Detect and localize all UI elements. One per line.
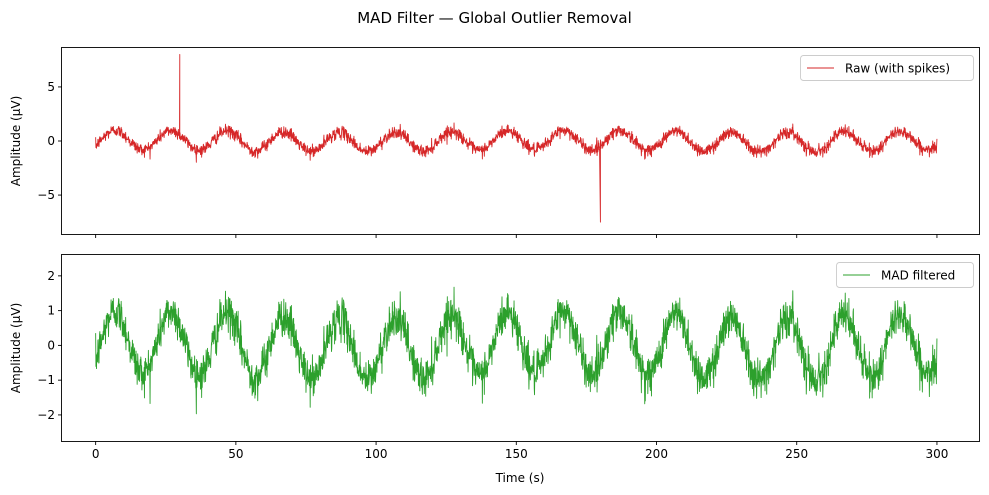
filtered-signal-xtick-label: 150 bbox=[505, 447, 528, 461]
filtered-signal-xtick-label: 0 bbox=[92, 447, 100, 461]
raw-signal-ytick-label: 0 bbox=[47, 134, 55, 148]
raw-signal-plot-area bbox=[95, 54, 938, 223]
filtered-signal-legend: MAD filtered bbox=[836, 262, 974, 288]
filtered-signal-ytick-label: −2 bbox=[37, 408, 55, 422]
filtered-signal-ytick-label: 1 bbox=[47, 304, 55, 318]
filtered-signal-panel: 0 50 100 150 200 250 300 −2 −1 0 1 2 Amplitude (µV)… bbox=[9, 254, 980, 485]
raw-signal-legend-box bbox=[800, 55, 974, 81]
raw-signal-legend: Raw (with spikes) bbox=[800, 55, 974, 81]
filtered-signal-xtick-label: 250 bbox=[785, 447, 808, 461]
filtered-signal-ticks: 0 50 100 150 200 250 300 −2 −1 0 1 2 bbox=[37, 269, 948, 461]
filtered-signal-axes-frame bbox=[61, 254, 980, 442]
raw-signal-ytick-label: −5 bbox=[37, 188, 55, 202]
filtered-signal-series-line bbox=[95, 286, 938, 415]
raw-signal-legend-label: Raw (with spikes) bbox=[845, 62, 950, 76]
filtered-signal-ytick-label: 0 bbox=[47, 338, 55, 352]
filtered-signal-plot-area bbox=[95, 286, 938, 415]
raw-signal-series-line bbox=[95, 54, 938, 223]
raw-signal-ticks: −5 0 5 bbox=[37, 80, 938, 238]
filtered-signal-xlabel: Time (s) bbox=[495, 471, 545, 485]
filtered-signal-ytick-label: −1 bbox=[37, 373, 55, 387]
raw-signal-panel: −5 0 5 Amplitude (µV) Raw (with spikes) bbox=[9, 47, 980, 238]
filtered-signal-ytick-label: 2 bbox=[47, 269, 55, 283]
filtered-signal-xtick-label: 300 bbox=[925, 447, 948, 461]
filtered-signal-ylabel: Amplitude (µV) bbox=[9, 303, 23, 394]
filtered-signal-legend-label: MAD filtered bbox=[881, 269, 955, 283]
figure-title: MAD Filter — Global Outlier Removal bbox=[357, 9, 632, 27]
filtered-signal-legend-box bbox=[836, 262, 974, 288]
raw-signal-ylabel: Amplitude (µV) bbox=[9, 96, 23, 187]
filtered-signal-xtick-label: 200 bbox=[645, 447, 668, 461]
raw-signal-ytick-label: 5 bbox=[47, 80, 55, 94]
filtered-signal-xtick-label: 50 bbox=[228, 447, 243, 461]
filtered-signal-xtick-label: 100 bbox=[365, 447, 388, 461]
